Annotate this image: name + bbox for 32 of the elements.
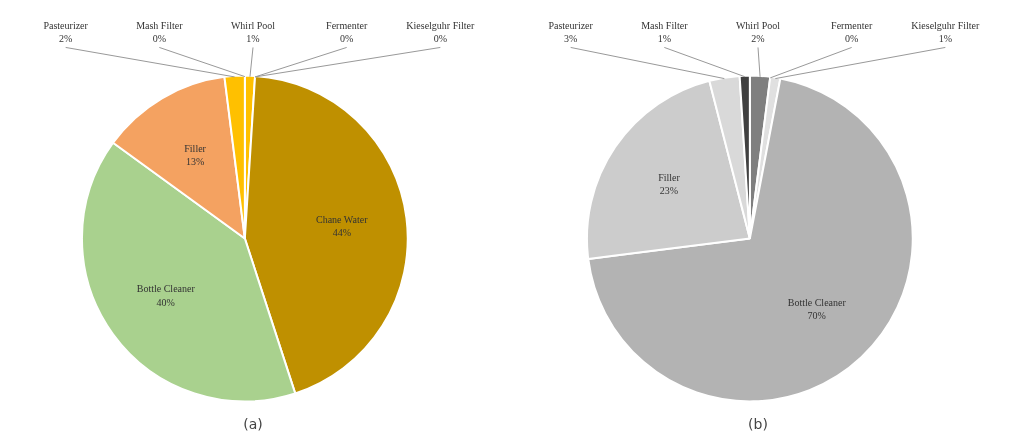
- slice-label: Bottle Cleaner: [787, 297, 847, 309]
- slice-label: Bottle Cleaner: [136, 283, 196, 295]
- slice-label: Pasteurizer: [43, 20, 89, 32]
- data-label: 1%: [938, 33, 953, 45]
- data-label: 13%: [185, 155, 205, 167]
- text: (b): [748, 415, 768, 432]
- slice-label: Whirl Pool: [230, 20, 276, 32]
- slice-label: Pasteurizer: [548, 20, 594, 32]
- data-label: 1%: [246, 33, 260, 45]
- slice-label: Whirl Pool: [735, 20, 781, 32]
- data-label: 3%: [564, 33, 578, 45]
- data-label: 2%: [59, 33, 73, 45]
- slice-label: Chane Water: [315, 214, 369, 226]
- text: 0%: [433, 33, 448, 45]
- text: (a): [243, 415, 263, 432]
- data-label: 44%: [332, 227, 351, 239]
- data-label: 70%: [807, 310, 826, 322]
- data-label: 23%: [659, 185, 679, 196]
- text: 0%: [845, 33, 859, 45]
- slice-label: Filler: [184, 142, 207, 154]
- category-label: Fermenter: [326, 20, 368, 32]
- category-label: Kieselguhr Filter: [406, 20, 475, 32]
- data-label: 1%: [657, 33, 672, 45]
- text: 0%: [340, 33, 354, 45]
- data-label: 40%: [156, 296, 175, 308]
- category-label: Mash Filter: [136, 20, 183, 32]
- slice-label: Kieselguhr Filter: [911, 20, 981, 32]
- text: 0%: [152, 33, 167, 45]
- data-label: 2%: [751, 33, 765, 45]
- slice-label: Filler: [658, 171, 681, 183]
- category-label: Fermenter: [831, 20, 873, 32]
- slice-label: Mash Filter: [641, 20, 689, 32]
